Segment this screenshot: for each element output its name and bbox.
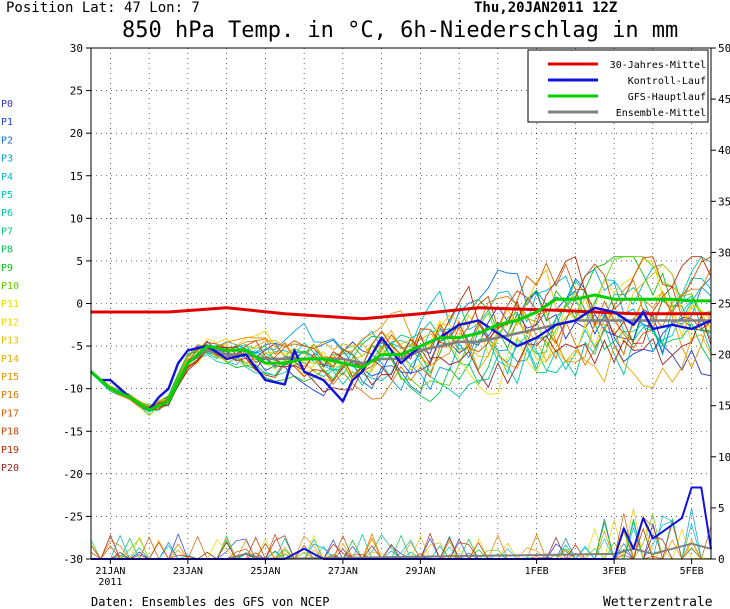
- y-right-tick-label: 5: [718, 502, 725, 515]
- member-line-p6: [90, 256, 712, 412]
- member-label-p18: P18: [1, 427, 19, 438]
- x-tick-sublabel: 2011: [98, 577, 122, 588]
- member-label-p4: P4: [1, 172, 13, 183]
- member-label-p6: P6: [1, 208, 13, 219]
- y-axis-left: 30 25 20 15 10 5 0 -5 -10 -15 -20 -25 -30: [63, 42, 91, 566]
- member-label-p1: P1: [1, 117, 13, 128]
- y-right-tick-label: 25: [718, 298, 730, 311]
- grid: [91, 48, 711, 559]
- member-label-p17: P17: [1, 408, 19, 419]
- member-label-p5: P5: [1, 190, 13, 201]
- y-right-tick-label: 0: [718, 553, 725, 566]
- x-tick-label: 29JAN: [405, 566, 435, 577]
- y-left-tick-label: -25: [63, 510, 83, 523]
- y-left-tick-label: -5: [70, 340, 83, 353]
- x-tick-label: 5FEB: [680, 566, 704, 577]
- y-left-tick-label: -10: [63, 383, 83, 396]
- legend-box: [527, 49, 709, 123]
- member-label-p11: P11: [1, 299, 19, 310]
- member-label-p16: P16: [1, 390, 19, 401]
- y-right-tick-label: 10: [718, 451, 730, 464]
- member-line-p2: [90, 269, 712, 409]
- legend-label: 30-Jahres-Mittel: [610, 60, 706, 71]
- member-precip-p3: [91, 507, 711, 560]
- legend-label: Kontroll-Lauf: [628, 76, 706, 87]
- brand-label: Wetterzentrale: [603, 595, 713, 609]
- member-label-p2: P2: [1, 135, 13, 146]
- member-label-p15: P15: [1, 372, 19, 383]
- series-gfs-hauptlauf: [90, 293, 711, 412]
- member-label-p10: P10: [1, 281, 19, 292]
- y-left-tick-label: -30: [63, 553, 83, 566]
- legend-label: GFS-Hauptlauf: [628, 92, 706, 103]
- y-left-tick-label: 15: [70, 170, 83, 183]
- y-right-tick-label: 20: [718, 349, 730, 362]
- member-label-p9: P9: [1, 263, 13, 274]
- series-kontroll-lauf: [90, 306, 712, 412]
- y-right-tick-label: 40: [718, 144, 730, 157]
- member-line-p9: [90, 256, 712, 410]
- y-right-tick-label: 45: [718, 93, 730, 106]
- y-right-tick-label: 35: [718, 195, 730, 208]
- member-line-p14: [90, 320, 712, 408]
- x-tick-label: 23JAN: [173, 566, 203, 577]
- chart-title: 850 hPa Temp. in °C, 6h-Niederschlag in …: [122, 18, 678, 43]
- x-tick-label: 27JAN: [328, 566, 358, 577]
- y-left-tick-label: 25: [70, 85, 83, 98]
- y-left-tick-label: 10: [70, 212, 83, 225]
- member-line-p1: [90, 290, 712, 413]
- member-label-p20: P20: [1, 463, 19, 474]
- x-tick-label: 1FEB: [525, 566, 549, 577]
- position-label: Position Lat: 47 Lon: 7: [6, 0, 200, 16]
- member-label-p7: P7: [1, 226, 13, 237]
- member-line-p19: [90, 256, 712, 411]
- member-labels: P0 P1 P2 P3 P4 P5 P6 P7 P8 P9 P10 P11 P12 P13 P14 P15 P1…: [1, 99, 19, 474]
- member-label-p19: P19: [1, 445, 19, 456]
- member-precip-p13: [91, 508, 711, 560]
- member-label-p14: P14: [1, 354, 19, 365]
- main-series: [90, 293, 712, 560]
- member-line-p10: [90, 256, 712, 407]
- y-left-tick-label: -20: [63, 468, 83, 481]
- y-left-tick-label: 20: [70, 127, 83, 140]
- y-left-tick-label: -15: [63, 425, 83, 438]
- y-right-tick-label: 30: [718, 246, 730, 259]
- ensemble-members: [90, 256, 712, 561]
- data-source: Daten: Ensembles des GFS von NCEP: [91, 595, 329, 609]
- run-date: Thu,20JAN2011 12Z: [474, 0, 617, 16]
- series-30-jahres-mittel: [91, 306, 711, 321]
- legend: 30-Jahres-Mittel Kontroll-Lauf GFS-Hauptla…: [527, 49, 709, 123]
- series-kontroll-lauf-niederschlag: [91, 486, 712, 560]
- member-line-p17: [90, 256, 712, 408]
- x-tick-label: 3FEB: [602, 566, 626, 577]
- member-line-p16: [90, 268, 712, 410]
- x-tick-label: 21JAN: [95, 566, 125, 577]
- member-label-p13: P13: [1, 336, 19, 347]
- legend-label: Ensemble-Mittel: [616, 108, 706, 119]
- member-line-p18: [90, 256, 712, 409]
- member-label-p12: P12: [1, 317, 19, 328]
- series-ensemble-mittel-niederschlag: [91, 542, 712, 560]
- y-left-tick-label: 0: [76, 298, 83, 311]
- x-tick-label: 25JAN: [250, 566, 280, 577]
- member-label-p3: P3: [1, 154, 13, 165]
- y-left-tick-label: 30: [70, 42, 83, 55]
- member-label-p8: P8: [1, 245, 13, 256]
- y-right-tick-label: 15: [718, 400, 730, 413]
- y-right-tick-label: 50: [718, 42, 730, 55]
- y-left-tick-label: 5: [76, 255, 83, 268]
- member-label-p0: P0: [1, 99, 13, 110]
